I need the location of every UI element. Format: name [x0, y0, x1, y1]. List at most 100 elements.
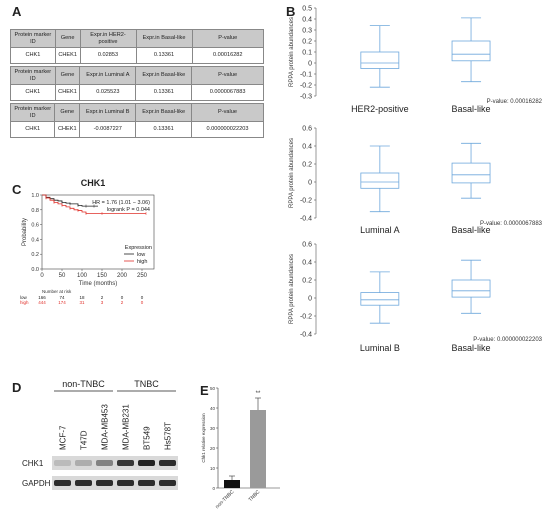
table-cell: CHEK1 — [54, 121, 81, 138]
x-tick-label: 50 — [59, 273, 66, 279]
table-header-cell: Expr.in Luminal A — [79, 66, 137, 85]
blot-band — [75, 460, 92, 466]
legend-label-high: high — [137, 259, 147, 265]
blot-band — [96, 460, 113, 466]
x-tick-label: 150 — [97, 273, 108, 279]
x-tick-label: 250 — [137, 273, 148, 279]
y-tick-label: 0.2 — [31, 252, 39, 258]
y-tick-label: 0.0 — [31, 267, 39, 273]
y-tick-label: -0.4 — [300, 216, 312, 223]
risk-value: 31 — [79, 300, 85, 305]
chart-title: CHK1 — [81, 178, 106, 188]
logrank-label: logrank P = 0.044 — [107, 207, 150, 213]
blot-band — [117, 480, 134, 486]
bar-non-tnbc — [224, 480, 240, 488]
category-label: HER2-positive — [351, 104, 409, 114]
risk-value: 0 — [141, 300, 144, 305]
y-tick-label: -0.2 — [300, 83, 312, 90]
panel-label-e: E — [200, 383, 209, 398]
p-value-label: P-value: 0.0000067883 — [480, 221, 543, 227]
legend-label-low: low — [137, 252, 145, 258]
x-axis-label: Time (months) — [79, 281, 117, 287]
table-cell: 0.13361 — [135, 84, 193, 101]
box-iqr — [451, 162, 491, 184]
x-tick-label: 100 — [77, 273, 88, 279]
table-cell: -0.0087227 — [79, 121, 137, 138]
hazard-ratio-label: HR = 1.76 (1.01 − 3.06) — [92, 200, 150, 206]
lane-label: MDA-MB453 — [101, 404, 110, 450]
panel-label-b: B — [286, 4, 296, 19]
box-iqr — [360, 292, 400, 306]
y-tick-label: 0.6 — [302, 242, 312, 249]
x-tick-label: 0 — [40, 273, 44, 279]
blot-row-label: GAPDH — [22, 479, 51, 488]
y-tick-label: 0 — [212, 486, 215, 491]
panel-label-d: D — [12, 380, 22, 395]
table-cell: CHK1 — [9, 121, 56, 138]
blot-row-label: CHK1 — [22, 459, 44, 468]
y-axis-label: Chk1 relative expression — [201, 413, 206, 463]
y-tick-label: 0.1 — [302, 50, 312, 57]
panel-label-c: C — [12, 182, 22, 197]
table-header-cell: Protein marker ID — [10, 66, 56, 85]
box-iqr — [360, 172, 400, 189]
risk-table-header: Number at risk — [42, 289, 72, 294]
table-header-cell: Expr.in HER2-positive — [79, 29, 137, 48]
risk-row-label: low — [20, 295, 28, 300]
p-value-label: P-value: 0.00016282 — [487, 99, 543, 105]
table-header-cell: Expr.in Basal-like — [135, 29, 193, 48]
table-header-cell: Protein marker ID — [10, 29, 56, 48]
panel-label-a: A — [12, 4, 22, 19]
expression-table-luminal-b: Protein marker ID Gene Expr.in Luminal B… — [9, 103, 265, 138]
table-cell: 0.000000022203 — [190, 121, 265, 138]
y-tick-label: 0.3 — [302, 28, 312, 35]
table-header-cell: P-value — [191, 29, 265, 48]
group-label-tnbc: TNBC — [134, 379, 159, 389]
risk-value: 174 — [58, 300, 66, 305]
y-tick-label: 30 — [210, 426, 216, 431]
risk-value: 2 — [121, 300, 124, 305]
y-axis-label: Probability — [22, 218, 28, 246]
blot-band — [117, 460, 134, 466]
expression-table-her2: Protein marker ID Gene Expr.in HER2-posi… — [10, 29, 265, 64]
category-label: Basal-like — [452, 225, 491, 235]
table-header-cell: Expr.in Basal-like — [135, 103, 192, 122]
table-header-cell: Gene — [54, 103, 81, 122]
table-header-row: Protein marker ID Gene Expr.in Luminal A… — [10, 66, 264, 85]
table-row: CHK1 CHEK1 -0.0087227 0.13361 0.00000002… — [9, 121, 265, 138]
bar-tnbc — [250, 410, 266, 488]
box-iqr — [451, 40, 491, 62]
blot-band — [138, 480, 155, 486]
table-header-row: Protein marker ID Gene Expr.in HER2-posi… — [10, 29, 265, 48]
category-label: TNBC — [248, 489, 262, 503]
y-tick-label: -0.3 — [300, 94, 312, 101]
lane-label: T47D — [80, 430, 89, 450]
blot-band — [54, 460, 71, 466]
y-tick-label: 0.4 — [302, 144, 312, 151]
blot-strip-chk1 — [52, 456, 178, 470]
category-label: Luminal A — [360, 225, 400, 235]
blot-strip-gapdh — [52, 476, 178, 490]
lane-label: MCF-7 — [59, 425, 68, 450]
lane-label: Hs578T — [164, 422, 173, 450]
y-axis-label: RPPA protein abundances — [289, 17, 295, 87]
y-tick-label: 0.5 — [302, 6, 312, 13]
risk-row-label: high — [20, 300, 29, 305]
table-row: CHK1 CHEK1 0.02853 0.13361 0.00016282 — [10, 47, 265, 64]
table-cell: CHEK1 — [54, 84, 81, 101]
y-axis-label: RPPA protein abundances — [289, 254, 295, 324]
lane-label: BT549 — [143, 426, 152, 450]
table-header-cell: Expr.in Basal-like — [135, 66, 193, 85]
blot-band — [96, 480, 113, 486]
risk-value: 2 — [101, 295, 104, 300]
y-tick-label: -0.4 — [300, 332, 312, 339]
y-tick-label: -0.2 — [300, 198, 312, 205]
plot-frame — [41, 194, 155, 270]
y-tick-label: 0.4 — [31, 237, 39, 243]
y-tick-label: 0.2 — [302, 278, 312, 285]
table-cell: 0.0000067883 — [191, 84, 264, 101]
table-header-cell: Protein marker ID — [9, 103, 56, 122]
box-iqr — [360, 51, 400, 69]
category-label: non-TNBC — [214, 489, 235, 510]
y-tick-label: -0.1 — [300, 72, 312, 79]
